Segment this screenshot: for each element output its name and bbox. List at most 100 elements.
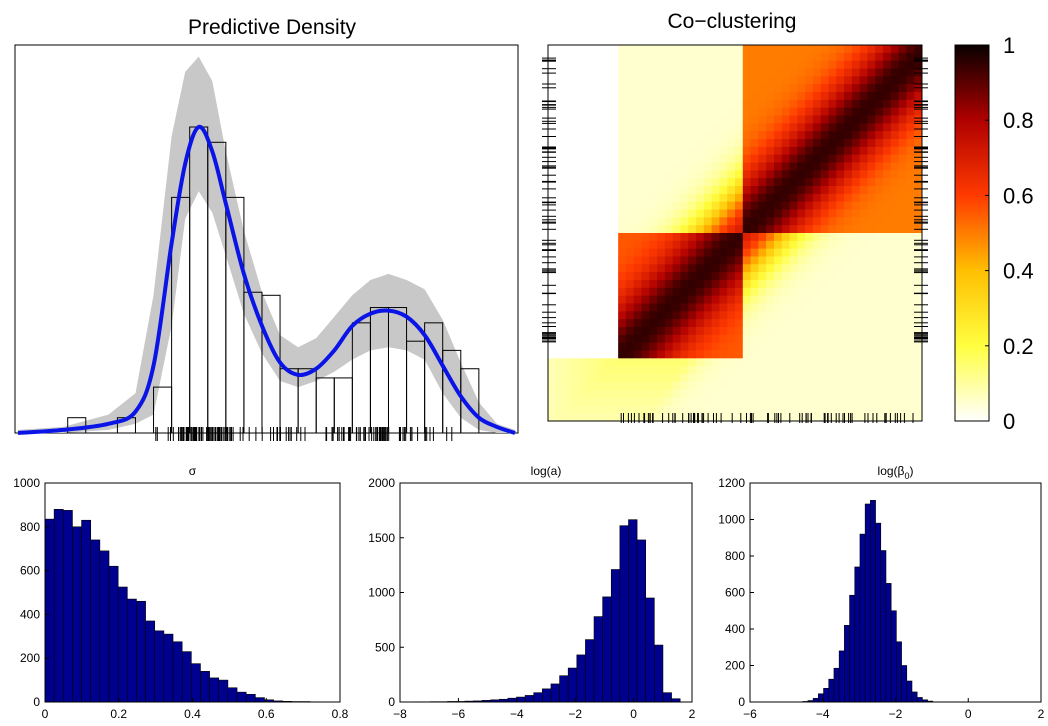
heatmap-cell — [836, 84, 845, 93]
heatmap-cell — [781, 45, 791, 54]
heatmap-cell — [594, 131, 604, 140]
heatmap-cell — [602, 84, 611, 93]
heatmap-cell — [875, 413, 884, 422]
heatmap-cell — [906, 45, 915, 54]
heatmap-cell — [781, 358, 791, 367]
histogram-bar — [880, 550, 887, 703]
heatmap-cell — [625, 389, 635, 398]
heatmap-cell — [703, 178, 713, 187]
heatmap-cell — [727, 84, 736, 93]
heatmap-cell — [625, 397, 635, 406]
heatmap-cell — [735, 186, 744, 195]
heatmap-cell — [610, 405, 619, 414]
heatmap-cell — [890, 381, 900, 391]
heatmap-cell — [914, 107, 923, 116]
heatmap-cell — [602, 45, 611, 54]
heatmap-cell — [649, 248, 658, 257]
heatmap-cell — [820, 68, 829, 77]
heatmap-cell — [571, 209, 580, 218]
heatmap-cell — [906, 107, 915, 116]
heatmap-cell — [719, 295, 728, 304]
heatmap-cell — [789, 334, 798, 344]
heatmap-cell — [812, 45, 822, 54]
heatmap-cell — [742, 233, 752, 242]
heatmap-cell — [555, 358, 565, 367]
heatmap-cell — [641, 319, 650, 328]
heatmap-cell — [641, 413, 650, 422]
heatmap-cell — [797, 225, 806, 234]
heatmap-cell — [719, 311, 728, 320]
heatmap-cell — [586, 45, 596, 54]
heatmap-cell — [758, 334, 767, 344]
heatmap-cell — [797, 209, 806, 218]
heatmap-cell — [649, 350, 658, 359]
heatmap-cell — [727, 225, 736, 234]
heatmap-cell — [719, 45, 728, 54]
heatmap-cell — [610, 381, 619, 391]
heatmap-cell — [571, 193, 580, 203]
heatmap-cell — [696, 366, 705, 375]
heatmap-cell — [742, 342, 752, 351]
heatmap-cell — [914, 350, 923, 359]
heatmap-cell — [859, 92, 868, 101]
heatmap-cell — [555, 264, 565, 273]
heatmap-cell — [548, 342, 557, 351]
heatmap-cell — [664, 217, 674, 226]
heatmap-cell — [844, 217, 853, 226]
heatmap-cell — [579, 334, 588, 344]
heatmap-cell — [618, 123, 627, 132]
heatmap-cell — [625, 201, 635, 210]
histogram-bar — [524, 695, 535, 703]
heatmap-cell — [571, 366, 580, 375]
heatmap-cell — [859, 381, 868, 391]
heatmap-cell — [618, 350, 627, 359]
heatmap-cell — [625, 115, 635, 124]
heatmap-cell — [664, 264, 674, 273]
heatmap-cell — [735, 389, 744, 398]
heatmap-cell — [773, 366, 783, 375]
heatmap-cell — [586, 99, 596, 109]
heatmap-cell — [898, 280, 907, 289]
heatmap-cell — [836, 381, 845, 391]
heatmap-cell — [711, 139, 720, 148]
heatmap-cell — [844, 248, 853, 257]
heatmap-cell — [594, 240, 604, 250]
heatmap-cell — [797, 60, 806, 69]
heatmap-cell — [649, 295, 658, 304]
heatmap-cell — [867, 327, 876, 336]
heatmap-cell — [625, 405, 635, 414]
histogram-bar — [172, 641, 183, 703]
heatmap-cell — [711, 397, 720, 406]
heatmap-cell — [914, 115, 923, 124]
heatmap-cell — [906, 327, 915, 336]
heatmap-cell — [548, 92, 557, 101]
heatmap-cell — [890, 115, 900, 124]
heatmap-cell — [851, 209, 861, 218]
heatmap-cell — [750, 240, 759, 250]
heatmap-cell — [906, 248, 915, 257]
heatmap-cell — [719, 389, 728, 398]
heatmap-cell — [758, 374, 767, 383]
heatmap-cell — [727, 413, 736, 422]
heatmap-cell — [867, 389, 876, 398]
heatmap-cell — [875, 154, 884, 163]
heatmap-cell — [649, 272, 658, 281]
heatmap-cell — [836, 319, 845, 328]
heatmap-cell — [766, 350, 775, 359]
heatmap-cell — [657, 374, 666, 383]
heatmap-cell — [735, 350, 744, 359]
heatmap-cell — [703, 162, 713, 171]
heatmap-cell — [742, 334, 752, 344]
heatmap-cell — [641, 287, 650, 297]
heatmap-cell — [797, 233, 806, 242]
heatmap-cell — [633, 139, 642, 148]
heatmap-cell — [571, 240, 580, 250]
heatmap-cell — [657, 68, 666, 77]
heatmap-cell — [610, 295, 619, 304]
heatmap-cell — [836, 76, 845, 85]
heatmap-cell — [844, 76, 853, 85]
heatmap-cell — [594, 52, 604, 62]
heatmap-cell — [766, 131, 775, 140]
histogram-bar — [550, 683, 560, 703]
heatmap-cell — [649, 280, 658, 289]
